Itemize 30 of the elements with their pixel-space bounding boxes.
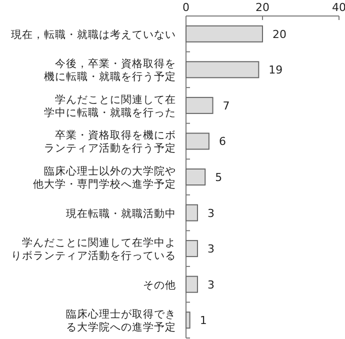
y-tick-label: 卒業・資格取得を機にボランティア活動を行う予定 bbox=[44, 128, 176, 155]
y-tick-label: 学んだことに関連して在学中よりボランティア活動を行っている bbox=[11, 236, 176, 262]
bar bbox=[186, 240, 198, 258]
bar bbox=[186, 204, 198, 222]
x-tick-label: 40 bbox=[332, 1, 345, 14]
y-tick-label: 現在転職・就職活動中 bbox=[66, 206, 176, 220]
data-label: 20 bbox=[272, 28, 286, 41]
y-tick-label: 現在，転職・就職は考えていない bbox=[11, 28, 176, 41]
bar bbox=[186, 312, 190, 329]
data-label: 7 bbox=[222, 99, 230, 112]
data-label: 3 bbox=[207, 206, 214, 220]
data-label: 1 bbox=[200, 314, 207, 328]
x-tick-label: 0 bbox=[182, 1, 190, 14]
data-label: 5 bbox=[215, 171, 222, 184]
y-tick-label: 臨床心理士が取得できる大学院への進学予定 bbox=[66, 308, 176, 334]
y-tick-label: 学んだことに関連して在学中に転職・就職を行った bbox=[44, 92, 176, 119]
bar bbox=[186, 276, 198, 293]
data-label: 19 bbox=[268, 64, 283, 77]
x-tick-label: 20 bbox=[256, 1, 270, 14]
bar bbox=[186, 61, 260, 78]
y-tick-label: 今後，卒業・資格取得を機に転職・就職を行う予定 bbox=[44, 57, 176, 84]
bar bbox=[186, 168, 206, 186]
data-label: 3 bbox=[207, 242, 214, 256]
bar bbox=[186, 25, 263, 42]
y-tick-label: 臨床心理士以外の大学院や他大学・専門学校へ進学予定 bbox=[33, 164, 176, 190]
y-tick-label: その他 bbox=[143, 279, 176, 292]
bar bbox=[186, 96, 214, 114]
data-label: 6 bbox=[218, 135, 226, 148]
data-label: 3 bbox=[207, 278, 214, 292]
bar bbox=[186, 132, 210, 150]
